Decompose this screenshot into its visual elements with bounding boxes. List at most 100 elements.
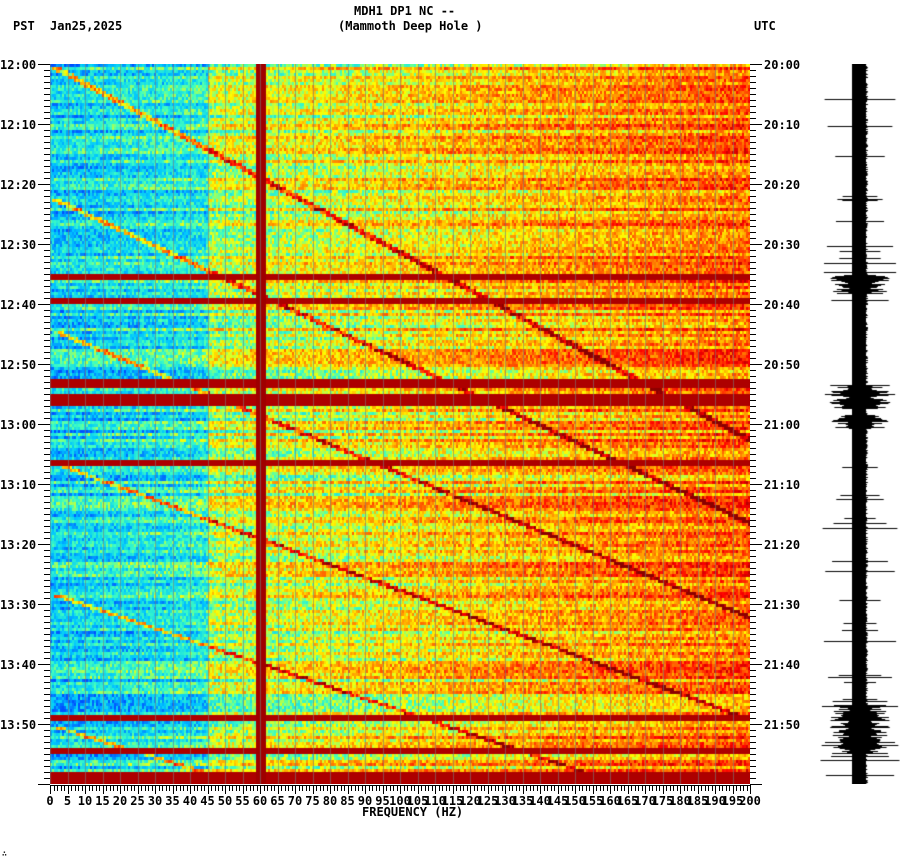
tick — [488, 785, 489, 794]
tick — [365, 785, 366, 794]
tick — [44, 490, 50, 491]
tick — [355, 785, 356, 791]
tick — [44, 346, 50, 347]
tick — [38, 244, 50, 245]
x-tick-label: 115 — [441, 794, 464, 808]
tick — [106, 785, 107, 791]
tick — [44, 742, 50, 743]
tick — [44, 712, 50, 713]
tick — [44, 472, 50, 473]
tick — [694, 785, 695, 791]
seismogram-trace — [820, 64, 900, 784]
tick — [621, 785, 622, 791]
tick — [320, 785, 321, 791]
y-tick-label-left: 13:50 — [0, 718, 37, 732]
tick — [44, 130, 50, 131]
tick — [750, 256, 756, 257]
tick — [750, 562, 756, 563]
x-tick-label: 60 — [252, 794, 268, 808]
tick — [750, 622, 756, 623]
tick — [44, 250, 50, 251]
tick — [281, 785, 282, 791]
tick — [152, 785, 153, 791]
tick — [750, 772, 756, 773]
tick — [38, 484, 50, 485]
tick — [750, 580, 756, 581]
tick — [547, 785, 548, 791]
tick — [50, 785, 51, 794]
x-tick-label: 105 — [406, 794, 429, 808]
tick — [750, 292, 756, 293]
tick — [607, 785, 608, 791]
tick — [44, 118, 50, 119]
tick — [582, 785, 583, 791]
tick — [44, 196, 50, 197]
tick — [449, 785, 450, 791]
tick — [75, 785, 76, 791]
tick — [705, 785, 706, 791]
tick — [523, 785, 524, 794]
tick — [750, 184, 762, 185]
tick — [750, 388, 756, 389]
tick — [750, 514, 756, 515]
tick — [502, 785, 503, 791]
tick — [750, 358, 756, 359]
tick — [750, 226, 756, 227]
station-location: (Mammoth Deep Hole ) — [338, 19, 483, 33]
tick — [61, 785, 62, 791]
tick — [750, 166, 756, 167]
tick — [159, 785, 160, 791]
tick — [369, 785, 370, 791]
tick — [750, 724, 762, 725]
tick — [474, 785, 475, 791]
tick — [166, 785, 167, 791]
tick — [44, 616, 50, 617]
tick — [750, 748, 756, 749]
tick — [197, 785, 198, 791]
date-label: Jan25,2025 — [50, 19, 123, 33]
tick — [614, 785, 615, 791]
tick — [44, 646, 50, 647]
x-tick-label: 190 — [704, 794, 726, 808]
tick — [421, 785, 422, 791]
tick — [750, 382, 756, 383]
tick — [750, 412, 756, 413]
tick — [691, 785, 692, 791]
tick — [750, 340, 756, 341]
tick — [642, 785, 643, 791]
tick — [362, 785, 363, 791]
x-tick-label: 100 — [389, 794, 411, 808]
tick — [44, 394, 50, 395]
tick — [250, 785, 251, 791]
tick — [68, 785, 69, 794]
tick — [44, 280, 50, 281]
tick — [750, 736, 756, 737]
tick — [750, 544, 762, 545]
tick — [670, 785, 671, 791]
tick — [407, 785, 408, 791]
tick — [201, 785, 202, 791]
tick — [44, 442, 50, 443]
tick — [684, 785, 685, 791]
tick — [38, 544, 50, 545]
tick — [750, 454, 756, 455]
tick — [204, 785, 205, 791]
tick — [750, 610, 756, 611]
tick — [64, 785, 65, 791]
tick — [44, 670, 50, 671]
tick — [568, 785, 569, 791]
tick — [44, 688, 50, 689]
tick — [176, 785, 177, 791]
y-tick-label-right: 21:50 — [764, 718, 801, 732]
tick — [750, 268, 756, 269]
tick — [628, 785, 629, 794]
tick — [229, 785, 230, 791]
tick — [544, 785, 545, 791]
x-tick-label: 170 — [634, 794, 656, 808]
tick — [750, 442, 756, 443]
x-tick-label: 40 — [182, 794, 198, 808]
tick — [351, 785, 352, 791]
tick — [596, 785, 597, 791]
tick — [302, 785, 303, 791]
tick — [148, 785, 149, 791]
